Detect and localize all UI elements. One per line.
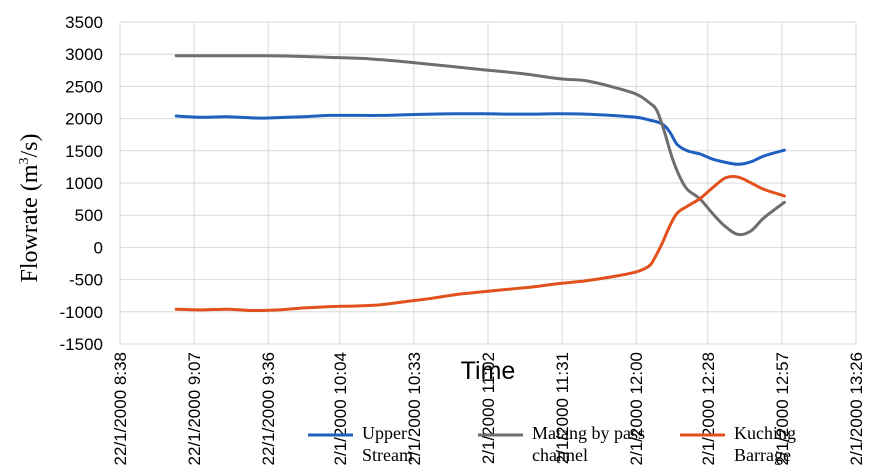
x-tick-label: 22/1/2000 9:07	[185, 352, 204, 465]
y-tick-label: 1500	[65, 142, 103, 161]
x-tick-label: 22/1/2000 12:28	[699, 352, 718, 465]
x-tick-label: 22/1/2000 12:00	[627, 352, 646, 465]
series-line-3	[174, 175, 786, 313]
x-tick-label: 22/1/2000 13:26	[847, 352, 866, 465]
y-axis-label: Flowrate (m3/s)	[17, 134, 43, 283]
x-tick-label: 22/1/2000 10:33	[405, 352, 424, 465]
legend-label-3: Kuching	[734, 423, 796, 443]
x-tick-label: 22/1/2000 8:38	[111, 352, 130, 465]
y-tick-label: 0	[94, 238, 103, 257]
legend-label-2: Matang by pass	[532, 423, 645, 443]
y-tick-label: 1000	[65, 174, 103, 193]
legend-label-2: channel	[532, 445, 588, 465]
y-tick-label: -1000	[60, 303, 103, 322]
y-tick-label: -1500	[60, 335, 103, 354]
legend-label-1: Upper	[362, 423, 407, 443]
x-axis-label: Time	[461, 357, 516, 385]
x-tick-labels: 22/1/2000 8:38 22/1/2000 9:07 22/1/2000 9:…	[111, 352, 866, 465]
legend-label-1: Stream	[362, 445, 413, 465]
x-tick-label: 22/1/2000 11:02	[479, 352, 498, 465]
x-tick-label: 22/1/2000 12:57	[773, 352, 792, 465]
grid-lines	[119, 21, 857, 345]
y-tick-label: 2000	[65, 110, 103, 129]
y-tick-label: 2500	[65, 77, 103, 96]
legend-label-3: Barrage	[734, 445, 791, 465]
x-tick-label: 22/1/2000 10:04	[331, 352, 350, 465]
series-line-1	[174, 112, 786, 166]
series-line-2	[174, 54, 786, 237]
series-lines	[174, 54, 786, 313]
y-tick-label: -500	[69, 271, 103, 290]
y-tick-label: 3500	[65, 13, 103, 32]
y-tick-labels: 3500 3000 2500 2000 1500 1000 500 0 -500 -1000 -15…	[60, 13, 103, 354]
y-tick-label: 500	[75, 206, 103, 225]
x-tick-label: 22/1/2000 9:36	[259, 352, 278, 465]
x-tick-label: 22/1/2000 11:31	[553, 352, 572, 465]
y-tick-label: 3000	[65, 45, 103, 64]
